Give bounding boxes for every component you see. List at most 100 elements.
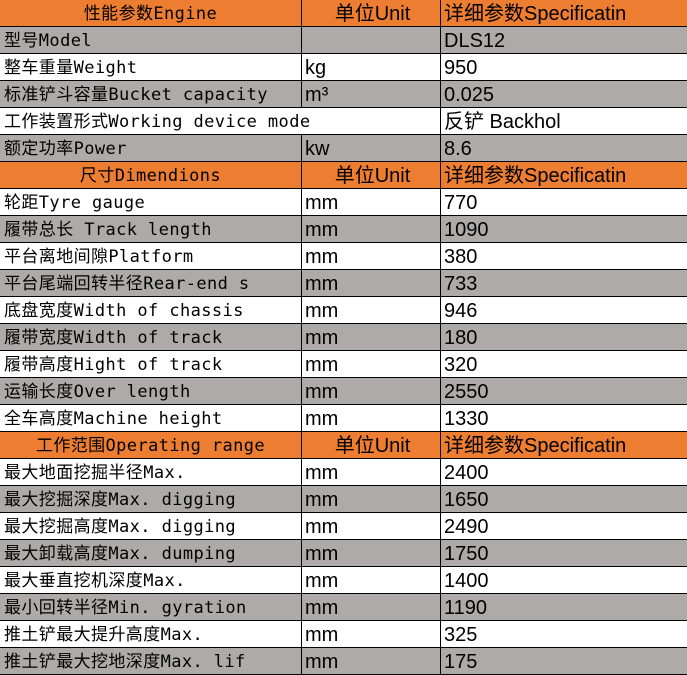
table-row: 履带高度Hight of track mm 320 (0, 351, 687, 378)
spec-value-cell[interactable]: 1330 (440, 405, 687, 431)
section-header-row: 性能参数Engine 单位Unit 详细参数Specificatin (0, 0, 687, 27)
table-row: 最大垂直挖机深度Max. mm 1400 (0, 567, 687, 594)
spec-value-cell[interactable]: 反铲 Backhol (440, 108, 687, 134)
unit-cell[interactable]: mm (301, 297, 440, 323)
parameter-cell[interactable]: 最小回转半径Min. gyration (4, 598, 247, 618)
table-row: 标准铲斗容量Bucket capacity m³ 0.025 (0, 81, 687, 108)
parameter-cell[interactable]: 工作装置形式Working device mode (4, 112, 311, 132)
spec-value-cell[interactable]: 0.025 (440, 81, 687, 107)
table-row: 全车高度Machine height mm 1330 (0, 405, 687, 432)
table-row: 额定功率Power kw 8.6 (0, 135, 687, 162)
parameter-cell[interactable]: 性能参数Engine (83, 4, 218, 24)
unit-cell[interactable]: m³ (301, 81, 440, 107)
spec-value-cell[interactable]: 详细参数Specificatin (440, 432, 687, 458)
parameter-cell[interactable]: 最大垂直挖机深度Max. (4, 571, 186, 591)
unit-cell[interactable]: mm (301, 378, 440, 404)
spec-value-cell[interactable]: 733 (440, 270, 687, 296)
table-row: 最大挖掘深度Max. digging mm 1650 (0, 486, 687, 513)
unit-cell[interactable]: 单位Unit (301, 432, 440, 458)
spec-value-cell[interactable]: 950 (440, 54, 687, 80)
unit-cell[interactable]: mm (301, 594, 440, 620)
spec-value-cell[interactable]: 详细参数Specificatin (440, 162, 687, 188)
spec-value-cell[interactable]: 详细参数Specificatin (440, 0, 687, 26)
parameter-cell[interactable]: 轮距Tyre gauge (4, 193, 146, 213)
parameter-cell[interactable]: 标准铲斗容量Bucket capacity (4, 85, 268, 105)
unit-cell[interactable]: mm (301, 621, 440, 647)
table-row: 最大卸载高度Max. dumping mm 1750 (0, 540, 687, 567)
parameter-cell[interactable]: 推土铲最大挖地深度Max. lif (4, 652, 246, 672)
unit-cell[interactable]: mm (301, 351, 440, 377)
unit-cell[interactable]: mm (301, 243, 440, 269)
parameter-cell[interactable]: 最大挖掘深度Max. digging (4, 490, 237, 510)
table-row: 最小回转半径Min. gyration mm 1190 (0, 594, 687, 621)
parameter-cell[interactable]: 型号Model (4, 31, 92, 51)
unit-cell[interactable]: mm (301, 189, 440, 215)
unit-cell[interactable] (301, 27, 440, 53)
spec-value-cell[interactable]: 380 (440, 243, 687, 269)
spec-value-cell[interactable]: DLS12 (440, 27, 687, 53)
unit-cell[interactable]: mm (301, 567, 440, 593)
parameter-cell[interactable]: 尺寸Dimendions (79, 166, 222, 186)
spec-value-cell[interactable]: 180 (440, 324, 687, 350)
parameter-cell[interactable]: 工作范围Operating range (35, 436, 266, 456)
spec-value-cell[interactable]: 1190 (440, 594, 687, 620)
spec-value-cell[interactable]: 2550 (440, 378, 687, 404)
parameter-cell[interactable]: 最大挖掘高度Max. digging (4, 517, 237, 537)
table-row: 履带宽度Width of track mm 180 (0, 324, 687, 351)
table-row: 轮距Tyre gauge mm 770 (0, 189, 687, 216)
section-header-row: 工作范围Operating range 单位Unit 详细参数Specificati… (0, 432, 687, 459)
spec-value-cell[interactable]: 1750 (440, 540, 687, 566)
unit-cell[interactable]: 单位Unit (301, 0, 440, 26)
spec-value-cell[interactable]: 770 (440, 189, 687, 215)
unit-cell[interactable]: mm (301, 513, 440, 539)
unit-cell[interactable]: mm (301, 648, 440, 674)
table-row: 底盘宽度Width of chassis mm 946 (0, 297, 687, 324)
unit-cell[interactable]: mm (301, 459, 440, 485)
spec-value-cell[interactable]: 8.6 (440, 135, 687, 161)
parameter-cell[interactable]: 履带总长 Track length (4, 220, 212, 240)
parameter-cell[interactable]: 整车重量Weight (4, 58, 138, 78)
parameter-cell[interactable]: 推土铲最大提升高度Max. (4, 625, 204, 645)
table-row: 运输长度Over length mm 2550 (0, 378, 687, 405)
section-header-row: 尺寸Dimendions 单位Unit 详细参数Specificatin (0, 162, 687, 189)
spec-value-cell[interactable]: 325 (440, 621, 687, 647)
unit-cell[interactable]: kw (301, 135, 440, 161)
parameter-cell[interactable]: 最大地面挖掘半径Max. (4, 463, 186, 483)
unit-cell[interactable]: mm (301, 486, 440, 512)
table-row: 最大挖掘高度Max. digging mm 2490 (0, 513, 687, 540)
spec-value-cell[interactable]: 1650 (440, 486, 687, 512)
parameter-cell[interactable]: 履带宽度Width of track (4, 328, 223, 348)
table-row: 整车重量Weight kg 950 (0, 54, 687, 81)
parameter-cell[interactable]: 平台尾端回转半径Rear-end s (4, 274, 250, 294)
table-row: 平台尾端回转半径Rear-end s mm 733 (0, 270, 687, 297)
unit-cell[interactable]: mm (301, 540, 440, 566)
unit-cell[interactable]: kg (301, 54, 440, 80)
spec-value-cell[interactable]: 1090 (440, 216, 687, 242)
unit-cell[interactable]: 单位Unit (301, 162, 440, 188)
table-row: 最大地面挖掘半径Max. mm 2400 (0, 459, 687, 486)
table-row: 型号Model DLS12 (0, 27, 687, 54)
spec-value-cell[interactable]: 2400 (440, 459, 687, 485)
parameter-cell[interactable]: 底盘宽度Width of chassis (4, 301, 244, 321)
parameter-cell[interactable]: 全车高度Machine height (4, 409, 223, 429)
spec-value-cell[interactable]: 1400 (440, 567, 687, 593)
table-row: 履带总长 Track length mm 1090 (0, 216, 687, 243)
spec-value-cell[interactable]: 320 (440, 351, 687, 377)
spec-value-cell[interactable]: 2490 (440, 513, 687, 539)
unit-cell[interactable]: mm (301, 405, 440, 431)
unit-cell[interactable]: mm (301, 270, 440, 296)
parameter-cell[interactable]: 额定功率Power (4, 139, 127, 159)
spec-value-cell[interactable]: 175 (440, 648, 687, 674)
parameter-cell[interactable]: 履带高度Hight of track (4, 355, 223, 375)
table-row: 工作装置形式Working device mode 反铲 Backhol (0, 108, 687, 135)
table-row: 推土铲最大提升高度Max. mm 325 (0, 621, 687, 648)
unit-cell[interactable]: mm (301, 324, 440, 350)
parameter-cell[interactable]: 运输长度Over length (4, 382, 191, 402)
unit-cell[interactable]: mm (301, 216, 440, 242)
parameter-cell[interactable]: 最大卸载高度Max. dumping (4, 544, 237, 564)
parameter-cell[interactable]: 平台离地间隙Platform (4, 247, 194, 267)
table-row: 推土铲最大挖地深度Max. lif mm 175 (0, 648, 687, 675)
spec-value-cell[interactable]: 946 (440, 297, 687, 323)
table-row: 平台离地间隙Platform mm 380 (0, 243, 687, 270)
